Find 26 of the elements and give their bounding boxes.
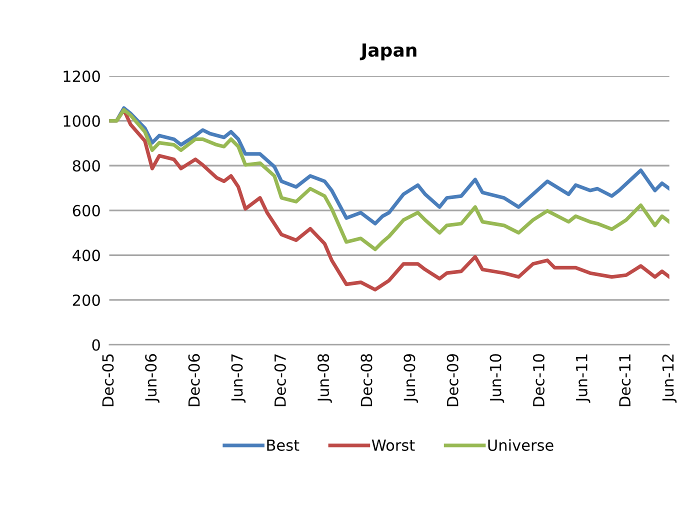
x-tick-label: Jun-12 xyxy=(662,354,677,403)
x-tick-label: Dec-10 xyxy=(532,354,544,406)
x-tick-label: Dec-08 xyxy=(360,354,372,406)
y-tick-label: 0 xyxy=(92,339,100,351)
x-tick-label: Dec-09 xyxy=(446,354,458,406)
x-tick-label: Jun-08 xyxy=(318,354,332,403)
legend-label: Worst xyxy=(372,440,415,451)
x-tick-label: Jun-09 xyxy=(404,354,418,403)
line-series xyxy=(109,108,670,252)
y-tick-label: 1200 xyxy=(64,70,100,82)
legend-label: Universe xyxy=(488,439,554,451)
y-tick-label: 400 xyxy=(72,250,100,262)
x-tick-label: Dec-06 xyxy=(188,354,200,406)
chart-title: Japan xyxy=(360,43,416,60)
x-tick-label: Dec-11 xyxy=(619,354,631,406)
x-tick-label: Jun-10 xyxy=(490,354,504,403)
x-tick-label: Dec-07 xyxy=(274,354,286,406)
y-tick-label: 800 xyxy=(72,160,100,172)
x-tick-label: Jun-07 xyxy=(231,354,246,403)
y-tick-label: 600 xyxy=(72,204,100,216)
y-tick-label: 200 xyxy=(72,294,100,306)
legend-label: Best xyxy=(267,440,300,451)
x-tick-label: Dec-05 xyxy=(102,354,114,406)
x-tick-label: Jun-11 xyxy=(576,354,590,403)
y-tick-label: 1000 xyxy=(64,115,100,127)
x-tick-label: Jun-06 xyxy=(145,354,160,403)
